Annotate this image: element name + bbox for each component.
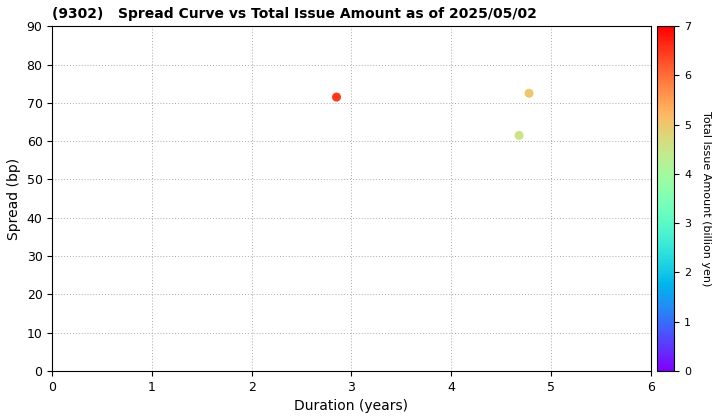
- Point: [330, 94, 342, 100]
- Y-axis label: Total Issue Amount (billion yen): Total Issue Amount (billion yen): [701, 111, 711, 286]
- X-axis label: Duration (years): Duration (years): [294, 399, 408, 413]
- Y-axis label: Spread (bp): Spread (bp): [7, 158, 21, 239]
- Point: [523, 90, 535, 97]
- Point: [513, 132, 525, 139]
- Text: (9302)   Spread Curve vs Total Issue Amount as of 2025/05/02: (9302) Spread Curve vs Total Issue Amoun…: [53, 7, 537, 21]
